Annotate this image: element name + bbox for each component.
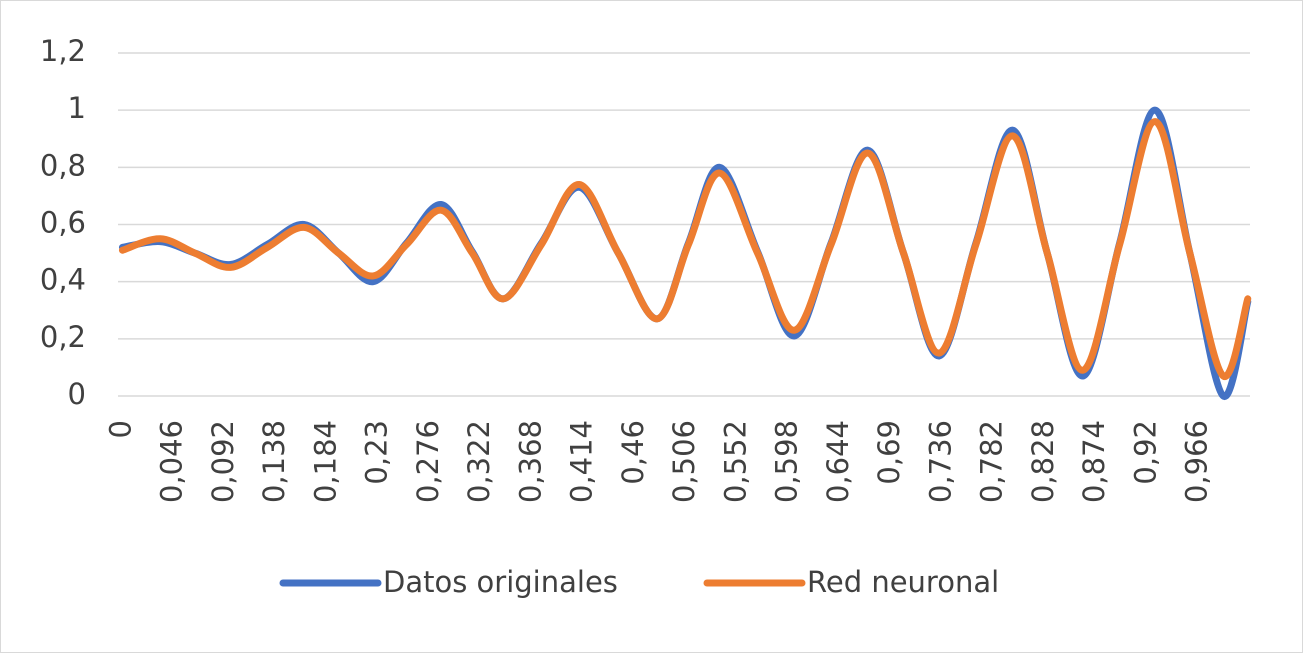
x-tick-label: 0 [103, 420, 137, 438]
x-tick-label: 0,092 [206, 420, 240, 503]
x-tick-label: 0,736 [923, 420, 957, 503]
series-line [118, 118, 1252, 380]
legend-label: Datos originales [383, 565, 618, 599]
x-tick-label: 0,598 [770, 420, 804, 503]
x-tick-label: 0,552 [718, 420, 752, 503]
x-tick-label: 0,506 [667, 420, 701, 503]
x-tick-label: 0,276 [411, 420, 445, 503]
x-tick-label: 0,46 [616, 420, 650, 485]
x-tick-label: 0,322 [462, 420, 496, 503]
x-tick-label: 0,69 [872, 420, 906, 485]
legend-label: Red neuronal [807, 565, 999, 599]
x-tick-label: 0,368 [513, 420, 547, 503]
y-tick-label: 0 [68, 377, 86, 411]
x-tick-label: 0,644 [821, 420, 855, 503]
y-tick-label: 0,4 [40, 263, 86, 297]
y-tick-label: 0,6 [40, 206, 86, 240]
x-tick-label: 0,414 [565, 420, 599, 503]
x-tick-label: 0,874 [1077, 420, 1111, 503]
x-tick-label: 0,828 [1026, 420, 1060, 503]
x-tick-label: 0,138 [257, 420, 291, 503]
x-tick-label: 0,046 [155, 420, 189, 503]
y-tick-label: 1,2 [40, 34, 86, 68]
y-tick-label: 0,8 [40, 148, 86, 182]
x-tick-label: 0,782 [975, 420, 1009, 503]
x-tick-label: 0,184 [308, 420, 342, 503]
x-tick-label: 0,92 [1128, 420, 1162, 485]
y-tick-label: 1 [68, 91, 86, 125]
x-tick-label: 0,23 [360, 420, 394, 485]
y-tick-label: 0,2 [40, 320, 86, 354]
x-tick-label: 0,966 [1180, 420, 1214, 503]
